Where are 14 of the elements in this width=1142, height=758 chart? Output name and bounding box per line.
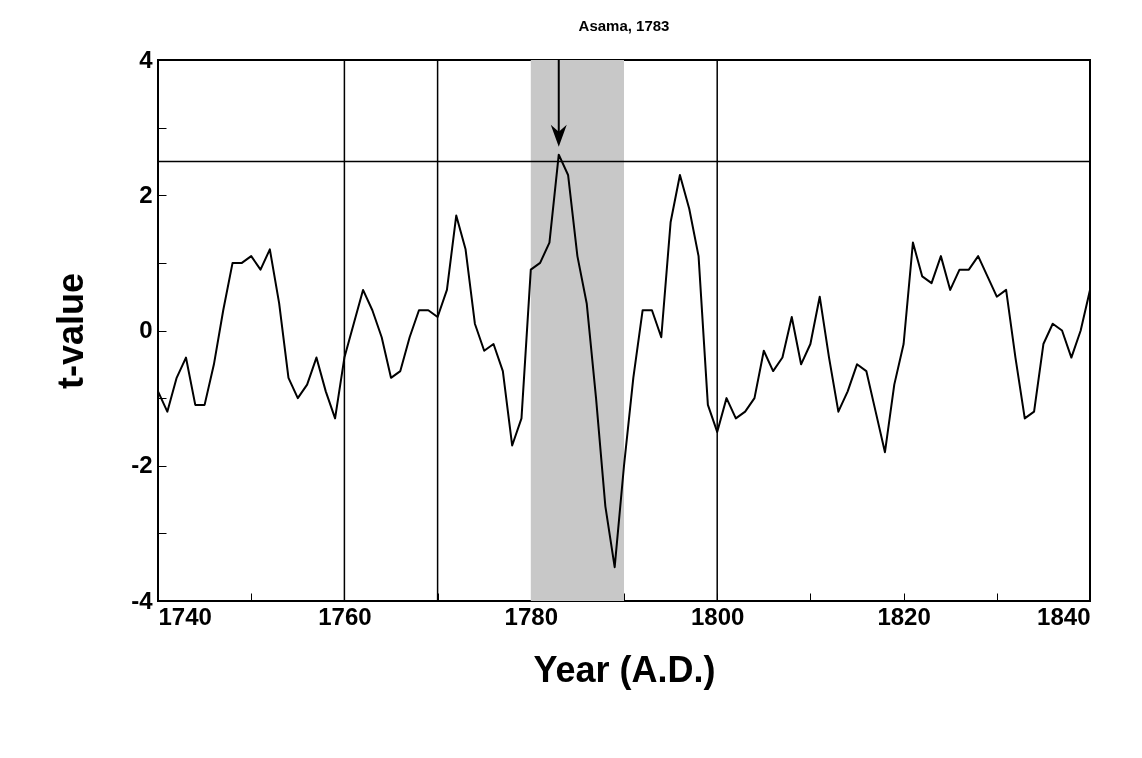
y-tick-label: 4 [139,45,154,73]
x-tick-label: 1760 [318,602,372,630]
y-tick-label: 0 [139,316,153,343]
x-tick-label: 1800 [691,602,745,630]
chart-title: Asama, 1783 [578,17,670,34]
y-tick-label: 2 [139,180,153,208]
x-tick-label: 1840 [1037,602,1091,630]
y-axis-title: t-value [50,272,92,390]
y-tick-label: -4 [131,586,154,614]
x-tick-label: 1820 [877,602,931,630]
x-tick-label: 1740 [158,602,212,630]
y-tick-label: -2 [131,451,153,479]
x-tick-label: 1780 [504,602,558,630]
x-axis-title: Year (A.D.) [533,648,716,690]
